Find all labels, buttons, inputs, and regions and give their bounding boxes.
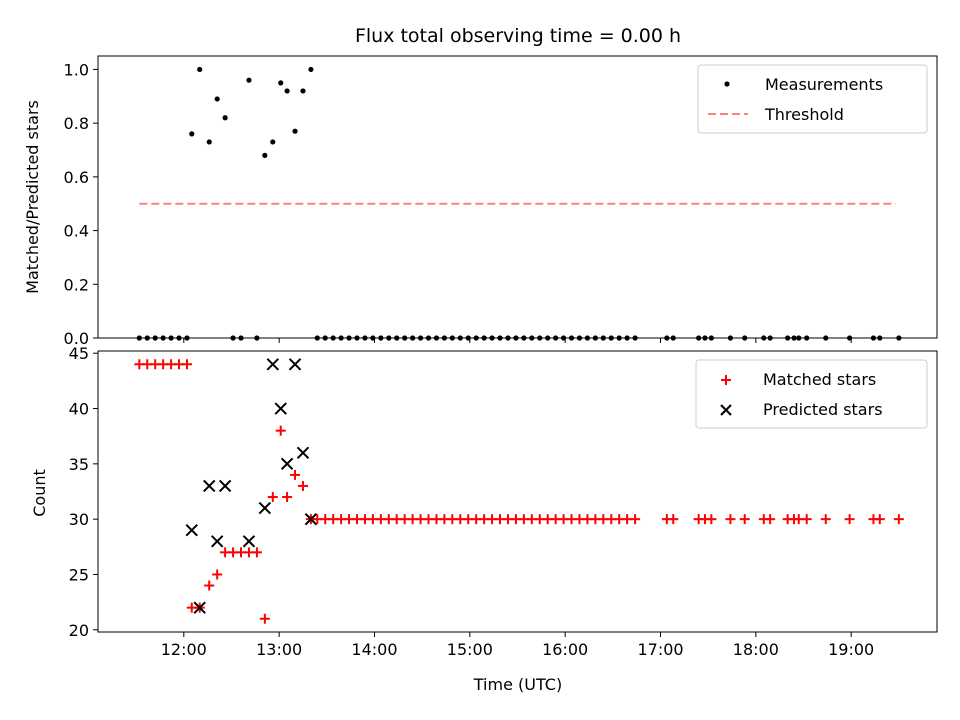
matched-point bbox=[668, 514, 679, 525]
legend-measurements-marker bbox=[724, 81, 730, 87]
count-ytick-label: 40 bbox=[69, 400, 89, 419]
legend-predicted-marker bbox=[720, 404, 732, 416]
ratio-ytick-label: 0.2 bbox=[64, 275, 89, 294]
matched-point bbox=[725, 514, 736, 525]
predicted-point bbox=[288, 358, 302, 371]
matched-point bbox=[259, 613, 270, 624]
count-xtick-label: 13:00 bbox=[256, 640, 302, 659]
count-ytick-label: 35 bbox=[69, 455, 89, 474]
legend-matched-marker bbox=[721, 375, 731, 385]
count-ytick-label: 25 bbox=[69, 565, 89, 584]
matched-point bbox=[801, 514, 812, 525]
matched-point bbox=[706, 514, 717, 525]
ratio-ytick-label: 0.0 bbox=[64, 329, 89, 348]
count-panel: Count Time (UTC) 20 25 30 35 40 45 12:00 13:00 1… bbox=[30, 344, 938, 694]
ratio-ytick-label: 0.8 bbox=[64, 114, 89, 133]
count-legend: Matched stars Predicted stars bbox=[695, 359, 928, 429]
predicted-point bbox=[280, 457, 294, 471]
matched-point bbox=[765, 514, 776, 525]
predicted-point bbox=[193, 601, 206, 614]
predicted-point bbox=[218, 479, 232, 493]
matched-point bbox=[181, 359, 192, 370]
measurement-point bbox=[222, 115, 228, 121]
legend-matched-label: Matched stars bbox=[763, 370, 876, 389]
matched-point bbox=[282, 492, 293, 503]
ratio-legend: Measurements Threshold bbox=[697, 64, 928, 134]
count-ytick-label: 20 bbox=[69, 621, 89, 640]
count-xtick-label: 19:00 bbox=[828, 640, 874, 659]
matched-point bbox=[820, 514, 831, 525]
count-xtick-label: 16:00 bbox=[542, 640, 588, 659]
measurement-point bbox=[308, 66, 314, 73]
matched-point bbox=[212, 569, 223, 580]
legend-predicted-label: Predicted stars bbox=[763, 400, 883, 419]
matched-point bbox=[893, 514, 904, 525]
ratio-legend-box bbox=[697, 64, 928, 134]
predicted-point bbox=[210, 535, 224, 548]
matched-point bbox=[739, 514, 750, 525]
ratio-axes-frame bbox=[97, 55, 938, 339]
predicted-point bbox=[242, 535, 256, 548]
predicted-point bbox=[296, 446, 310, 459]
measurement-point bbox=[206, 139, 212, 145]
measurement-point bbox=[278, 80, 284, 86]
count-legend-box bbox=[695, 359, 928, 429]
count-ytick-label: 45 bbox=[69, 344, 89, 363]
matched-point bbox=[267, 492, 278, 503]
legend-measurements-label: Measurements bbox=[765, 75, 883, 94]
matched-point bbox=[297, 480, 308, 491]
matched-point bbox=[290, 469, 301, 480]
ratio-panel: Matched/Predicted stars 0.0 0.2 0.4 0.6 0.8 1… bbox=[23, 55, 938, 348]
matched-point bbox=[204, 580, 215, 591]
predicted-point bbox=[203, 479, 216, 493]
count-xlabel: Time (UTC) bbox=[473, 675, 562, 694]
measurement-point bbox=[270, 139, 276, 145]
matched-point bbox=[844, 514, 855, 525]
count-xtick-label: 14:00 bbox=[351, 640, 397, 659]
matched-point bbox=[251, 547, 262, 558]
predicted-point bbox=[304, 512, 318, 526]
matched-point bbox=[874, 514, 885, 525]
count-xtick-label: 15:00 bbox=[447, 640, 493, 659]
measurement-point bbox=[300, 88, 306, 94]
count-xtick-label: 18:00 bbox=[733, 640, 779, 659]
chart-title: Flux total observing time = 0.00 h bbox=[355, 25, 681, 47]
measurement-point bbox=[214, 96, 220, 102]
count-axes-frame bbox=[97, 350, 938, 633]
ratio-ytick-label: 1.0 bbox=[64, 60, 89, 79]
count-xtick-label: 12:00 bbox=[161, 640, 207, 659]
legend-threshold-label: Threshold bbox=[764, 105, 844, 124]
predicted-point bbox=[258, 501, 272, 515]
ratio-ytick-label: 0.6 bbox=[64, 168, 89, 187]
measurement-point bbox=[284, 88, 290, 94]
count-series-1 bbox=[185, 358, 318, 614]
count-series-0 bbox=[134, 359, 904, 624]
measurement-point bbox=[189, 131, 195, 137]
ratio-ytick-label: 0.4 bbox=[64, 222, 89, 241]
count-ytick-label: 30 bbox=[69, 510, 89, 529]
measurement-point bbox=[197, 66, 203, 73]
predicted-point bbox=[185, 524, 198, 537]
predicted-point bbox=[266, 358, 279, 371]
measurement-point bbox=[246, 77, 252, 83]
count-xtick-label: 17:00 bbox=[637, 640, 683, 659]
matched-point bbox=[630, 514, 641, 525]
measurement-point bbox=[292, 128, 298, 134]
ratio-ylabel: Matched/Predicted stars bbox=[23, 100, 42, 294]
matched-point bbox=[275, 425, 286, 436]
predicted-point bbox=[274, 402, 287, 415]
count-ylabel: Count bbox=[30, 469, 49, 517]
measurement-point bbox=[262, 152, 268, 158]
